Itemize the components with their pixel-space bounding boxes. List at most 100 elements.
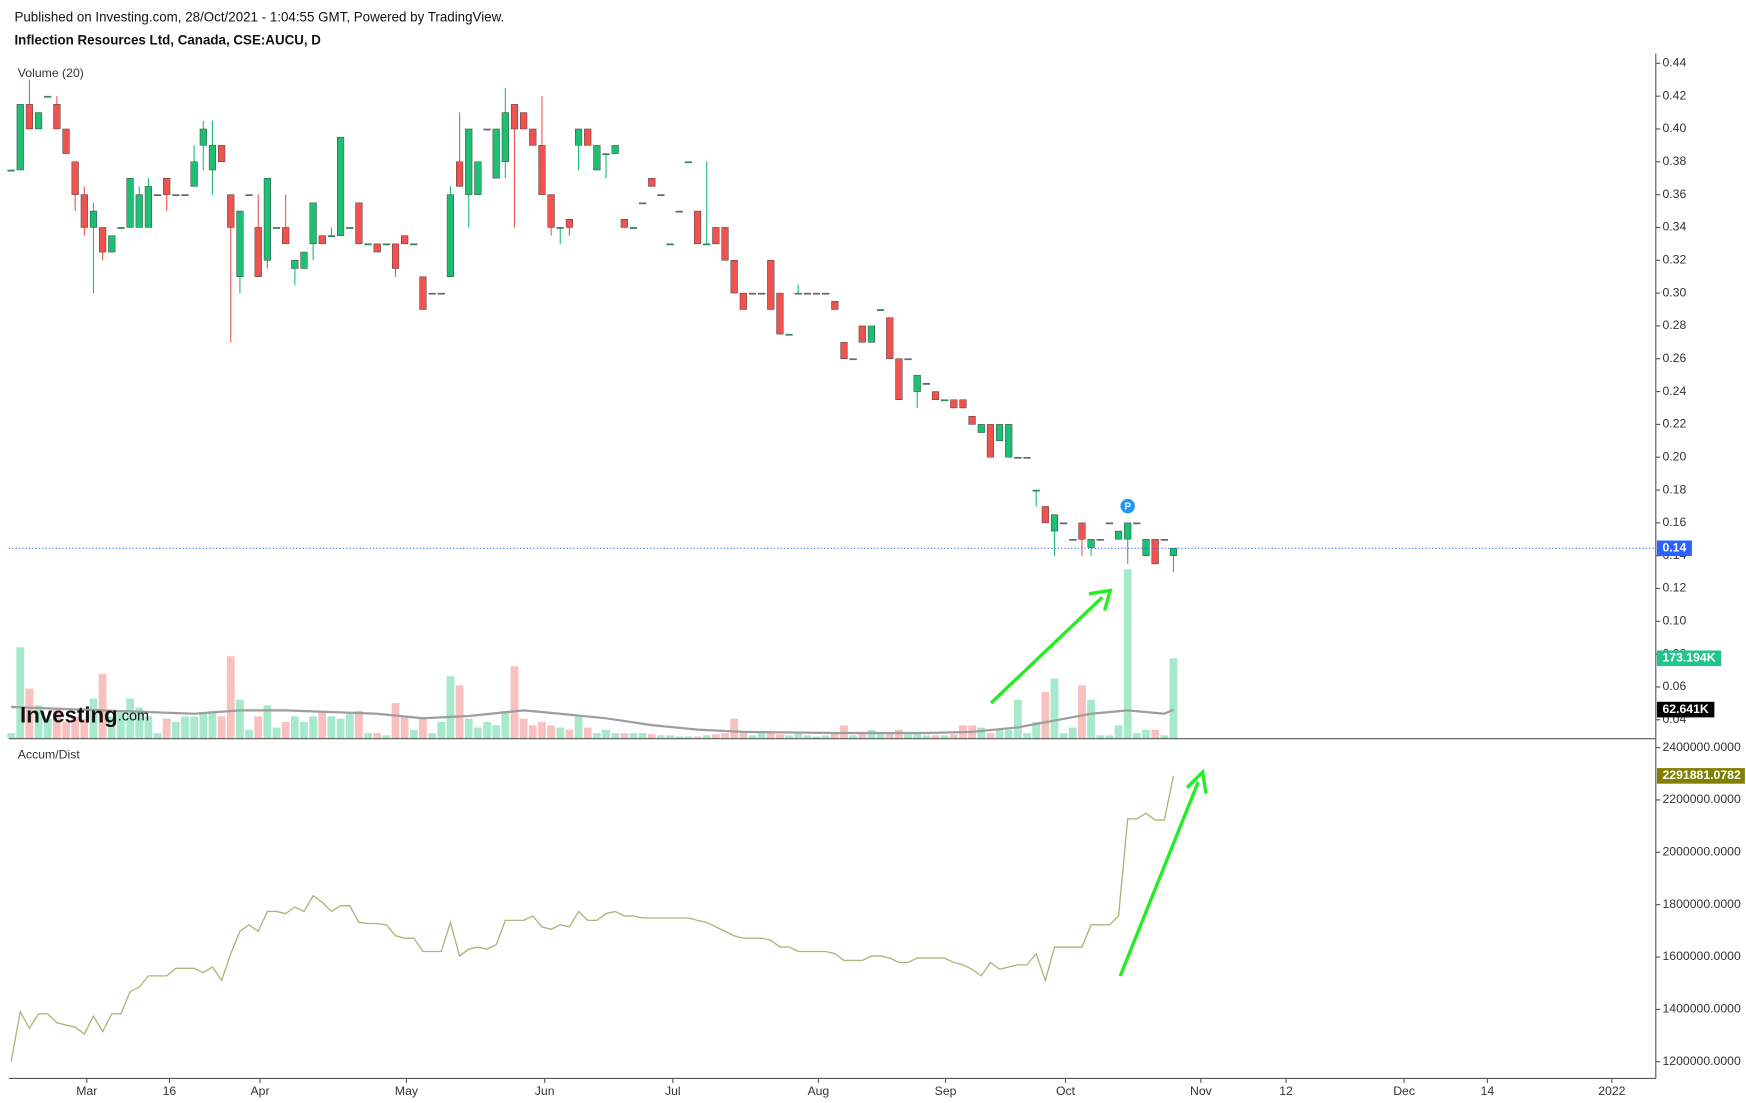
volume-bar [464,718,473,739]
indicator-last-label-box [1656,768,1745,784]
volume-bar [117,710,125,739]
logo: Investing.com [20,702,149,727]
candle-body [80,194,88,228]
candle-body [849,358,857,361]
volume-bar [702,735,711,739]
candle-body [1041,506,1049,524]
y-tick-label: 2000000.0000 [1662,845,1741,859]
volume-bar [318,710,327,739]
candle-body [556,227,564,229]
y-tick-label: 0.16 [1662,515,1686,529]
volume-bar [135,707,144,739]
arrow-head [1088,588,1113,611]
y-tick-label: 1400000.0000 [1662,1002,1741,1016]
candle-body [1069,539,1077,541]
y-tick-label: 1200000.0000 [1662,1054,1741,1068]
volume-bar [25,688,34,739]
candle-body [446,194,454,277]
candle-body [1023,456,1031,459]
volume-bar [419,718,427,739]
candle-body [99,227,107,253]
x-tick-label: 2022 [1598,1084,1625,1098]
candle-body [492,128,500,179]
candle-body [62,128,70,154]
volume-bar [62,721,70,739]
candle-body [1151,539,1159,565]
last-price-label: 0.14 [1662,541,1686,555]
volume-bar [528,725,537,739]
candle-body [117,227,125,229]
candle-body [437,292,445,295]
volume-bar [327,716,336,739]
candle-body [968,415,976,425]
candle-body [758,292,766,295]
candle-body [822,292,830,295]
volume-bar [181,716,189,739]
volume-bar [629,733,638,739]
volume-bar [364,733,372,739]
volume-bar [1059,733,1068,739]
candle-body [931,391,940,400]
candle-body [538,145,546,195]
candle-body [950,399,958,409]
x-tick-label: Oct [1056,1084,1076,1098]
volume-bar [510,666,519,739]
x-tick-label: Aug [807,1084,829,1098]
volume-bar [748,735,757,739]
volume-bar [281,721,290,739]
volume-bar [684,736,693,739]
volume-bar [254,716,263,739]
volume-bar [98,674,107,739]
volume-bar [766,731,775,739]
candle-body [996,424,1004,442]
volume-bar [666,735,674,739]
volume-bar [675,736,684,739]
candle-body [520,112,528,130]
volume-bar [437,721,446,739]
candle-body [1060,522,1068,525]
candle-body [428,292,436,295]
y-tick-label: 0.30 [1662,285,1686,299]
volume-bar [171,721,180,739]
candle-body [639,202,647,205]
volume-bar [849,735,858,739]
volume-ma-last-label-group: 62.641K [1656,701,1715,718]
candle-body [904,358,912,361]
volume-bar [336,718,345,739]
volume-legend: Volume (20) [18,66,84,80]
x-tick-label: Dec [1393,1084,1415,1098]
candle-body [1087,539,1095,548]
volume-bar [473,727,482,739]
candle-body [959,399,967,409]
volume-bar [1004,729,1013,739]
logo-main: Investing [20,702,118,727]
candle-body [1014,456,1022,459]
candle-body [675,210,683,213]
volume-bar [1041,691,1050,739]
x-tick-label: 14 [1481,1084,1495,1098]
candle-body [703,243,711,246]
y-tick-label: 0.24 [1662,384,1686,398]
candle-body [1096,539,1104,541]
candle-body [602,153,610,155]
candle-body [355,202,363,245]
volume-bar [730,718,739,739]
candle-body [886,317,894,359]
candle-body [364,243,372,246]
volume-bar [693,736,702,739]
volume-bar [721,733,729,739]
candle-body [172,194,180,196]
candle-body [456,161,464,187]
candle-body [877,309,885,311]
volume-bar [400,716,409,739]
y-tick-label: 0.40 [1662,121,1686,135]
candle-body [272,227,281,229]
candle-body [181,194,189,196]
candle-body [126,177,134,228]
volume-bar [199,711,208,739]
candle-body [657,194,665,196]
logo-suffix: .com [118,708,149,724]
candle-body [263,177,271,261]
candle-body [794,292,802,295]
